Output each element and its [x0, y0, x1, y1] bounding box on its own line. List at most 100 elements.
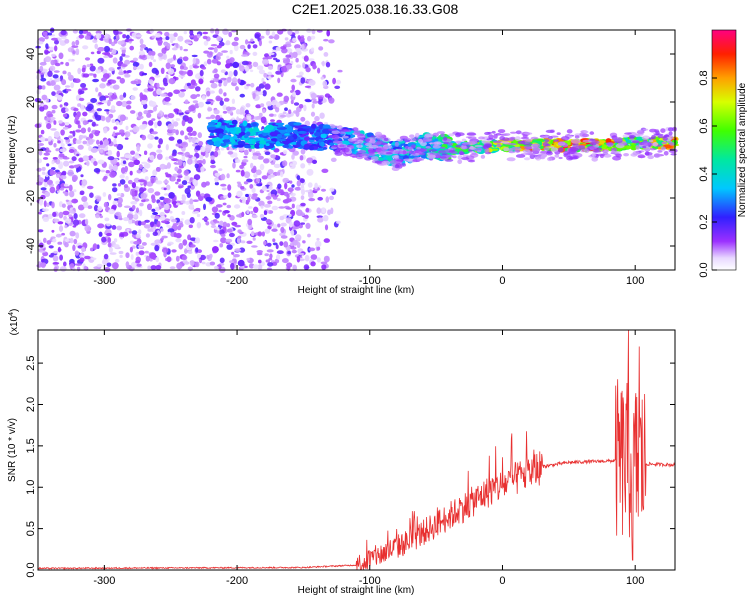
snr-series-line	[37, 329, 676, 571]
spectrogram-halo-cell	[385, 152, 393, 155]
spectrogram-cell	[133, 66, 137, 70]
spectrogram-cell	[69, 131, 74, 134]
spectrogram-cell	[182, 56, 189, 62]
spectrogram-cell	[248, 206, 253, 209]
spectrogram-halo-cell	[582, 133, 590, 138]
spectrogram-cell	[194, 145, 201, 151]
spectrogram-cell	[57, 95, 63, 101]
spectrogram-cell	[278, 206, 286, 209]
spectrogram-cell	[108, 92, 113, 96]
spectrogram-cell	[206, 58, 212, 65]
spectrogram-cell	[280, 235, 288, 239]
spectrogram-halo-cell	[515, 154, 526, 158]
spectrogram-ridge-cell	[242, 120, 248, 127]
spectrogram-cell	[318, 46, 324, 51]
spectrogram-ridge-cell	[276, 133, 283, 139]
spectrogram-cell	[203, 203, 206, 210]
spectrogram-cell	[213, 46, 218, 53]
spectrogram-cell	[220, 77, 227, 81]
spectrogram-cell	[231, 251, 235, 255]
spectrogram-cell	[83, 201, 89, 208]
spectrogram-cell	[136, 263, 142, 267]
spectrogram-halo-cell	[375, 148, 383, 153]
spectrogram-halo-cell	[542, 141, 549, 147]
spectrogram-halo-cell	[507, 137, 515, 142]
spectrogram-cell	[237, 235, 242, 239]
spectrogram-halo-cell	[503, 147, 510, 152]
spectrogram-cell	[65, 199, 69, 202]
spectrogram-cell	[171, 47, 178, 51]
spectrogram-cell	[85, 106, 93, 112]
spectrogram-halo-cell	[404, 137, 412, 143]
spectrogram-cell	[235, 109, 241, 115]
snr-multiplier-exponent: 4	[8, 312, 15, 316]
spectrogram-cell	[59, 175, 67, 180]
spectrogram-halo-cell	[632, 151, 640, 156]
spectrogram-cell	[256, 252, 263, 256]
spectrogram-cell	[263, 158, 270, 164]
spectrogram-cell	[111, 225, 117, 230]
spectrogram-ridge-cell	[286, 125, 293, 131]
spectrogram-cell	[87, 205, 93, 210]
spectrogram-cell	[300, 148, 306, 155]
spectrogram-cell	[190, 244, 196, 248]
spectrogram-cell	[220, 173, 226, 181]
spectrogram-cell	[138, 164, 143, 170]
spectrogram-cell	[64, 122, 70, 126]
snr-y-tick-label: 0.5	[25, 521, 37, 536]
spectrogram-halo-cell	[440, 133, 445, 138]
spectrogram-cell	[304, 85, 311, 89]
spectrogram-ridge-cell	[220, 122, 228, 126]
spectrogram-cell	[168, 155, 174, 160]
spectrogram-cell	[150, 252, 156, 259]
spectrogram-cell	[150, 221, 155, 226]
spectrogram-cell	[202, 217, 209, 221]
spectrogram-ridge-cell	[251, 122, 257, 127]
spectrogram-cell	[130, 110, 136, 114]
spectrogram-ridge-cell	[229, 136, 234, 141]
spectrogram-cell	[296, 256, 301, 263]
spectrogram-cell	[214, 28, 220, 35]
spectrogram-cell	[175, 255, 180, 262]
spectrogram-cell	[283, 150, 288, 155]
spectrogram-cell	[282, 160, 288, 167]
spectrogram-cell	[177, 225, 182, 231]
spectrogram-cell	[70, 237, 74, 244]
spectrogram-halo-cell	[328, 128, 338, 131]
spectrogram-cell	[318, 96, 323, 100]
spectrogram-cell	[184, 248, 188, 255]
spectrogram-cell	[96, 139, 100, 145]
spectrogram-cell	[180, 218, 184, 221]
spectrogram-cell	[141, 134, 147, 141]
spectrogram-cell	[78, 34, 85, 39]
spectrogram-cell	[220, 233, 226, 237]
spectrogram-cell	[172, 223, 179, 226]
spectrogram-cell	[233, 254, 240, 258]
spectrogram-cell	[219, 257, 225, 264]
spectrogram-cell	[241, 211, 245, 217]
spectrogram-cell	[196, 222, 202, 229]
spectrogram-halo-cell	[356, 144, 363, 149]
spectrogram-y-label: Frequency (Hz)	[7, 116, 18, 185]
spectrogram-cell	[237, 229, 242, 234]
spectrogram-halo-cell	[327, 134, 337, 139]
spectrogram-halo-cell	[347, 137, 357, 142]
spectrogram-cell	[264, 253, 270, 257]
spectrogram-cell	[202, 35, 208, 40]
spectrogram-ridge-cell	[207, 126, 217, 131]
spectrogram-cell	[201, 66, 207, 70]
spectrogram-cell	[42, 31, 48, 37]
spectrogram-ridge-cell	[322, 147, 328, 150]
spectrogram-cell	[325, 61, 331, 68]
spectrogram-cell	[149, 257, 153, 262]
spectrogram-cell	[187, 69, 193, 77]
spectrogram-cell	[77, 204, 85, 211]
spectrogram-cell	[196, 213, 201, 218]
spectrogram-cell	[146, 109, 154, 114]
spectrogram-cell	[306, 168, 314, 176]
spectrogram-halo-cell	[662, 136, 668, 141]
spectrogram-cell	[325, 196, 330, 203]
spectrogram-cell	[229, 49, 233, 55]
spectrogram-cell	[276, 254, 281, 260]
spectrogram-cell	[159, 228, 164, 232]
